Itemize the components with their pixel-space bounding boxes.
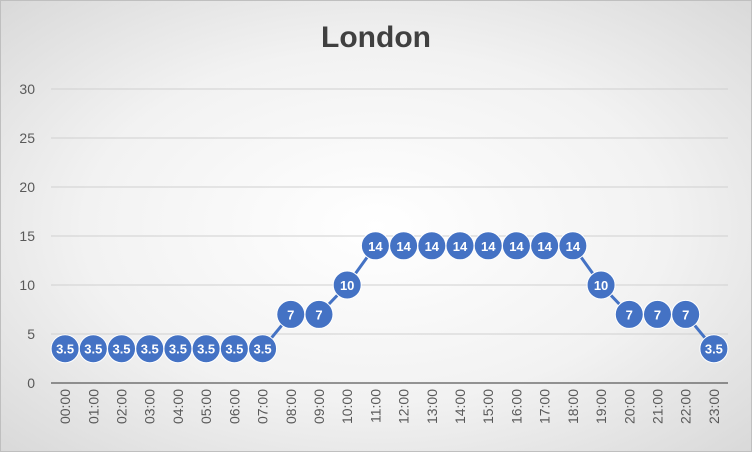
x-tick-label: 15:00 xyxy=(480,389,496,424)
x-tick-label: 22:00 xyxy=(678,389,694,424)
data-label: 14 xyxy=(537,239,552,254)
data-point xyxy=(586,270,616,300)
x-tick-label: 08:00 xyxy=(283,389,299,424)
data-label: 14 xyxy=(481,239,496,254)
x-tick-label: 14:00 xyxy=(452,389,468,424)
data-label: 14 xyxy=(425,239,440,254)
x-tick-label: 07:00 xyxy=(255,389,271,424)
data-label: 7 xyxy=(315,307,322,322)
data-label: 14 xyxy=(509,239,524,254)
x-tick-label: 06:00 xyxy=(226,389,242,424)
data-label: 7 xyxy=(682,307,689,322)
data-point xyxy=(671,299,701,329)
data-label: 10 xyxy=(594,278,608,293)
x-tick-label: 18:00 xyxy=(565,389,581,424)
data-label: 3.5 xyxy=(705,342,723,357)
data-label: 7 xyxy=(654,307,661,322)
y-tick-label: 20 xyxy=(19,179,35,195)
data-label: 3.5 xyxy=(169,342,187,357)
x-tick-label: 09:00 xyxy=(311,389,327,424)
data-label: 3.5 xyxy=(84,342,102,357)
x-tick-label: 12:00 xyxy=(396,389,412,424)
data-label: 3.5 xyxy=(56,342,74,357)
y-tick-label: 30 xyxy=(19,81,35,97)
data-label: 3.5 xyxy=(112,342,130,357)
x-tick-label: 01:00 xyxy=(85,389,101,424)
x-tick-label: 23:00 xyxy=(706,389,722,424)
y-tick-label: 15 xyxy=(19,228,35,244)
data-point xyxy=(304,299,334,329)
data-label: 3.5 xyxy=(197,342,215,357)
x-tick-label: 02:00 xyxy=(114,389,130,424)
x-tick-label: 16:00 xyxy=(508,389,524,424)
data-point xyxy=(699,334,729,364)
series-line xyxy=(65,244,716,351)
x-tick-label: 05:00 xyxy=(198,389,214,424)
x-tick-label: 21:00 xyxy=(649,389,665,424)
x-tick-label: 17:00 xyxy=(537,389,553,424)
y-tick-label: 0 xyxy=(27,375,35,391)
x-tick-label: 19:00 xyxy=(593,389,609,424)
data-point xyxy=(248,334,278,364)
data-label: 7 xyxy=(287,307,294,322)
x-tick-label: 00:00 xyxy=(57,389,73,424)
data-label: 10 xyxy=(340,278,354,293)
data-label: 14 xyxy=(566,239,581,254)
data-point xyxy=(332,270,362,300)
data-label: 3.5 xyxy=(225,342,243,357)
data-label: 14 xyxy=(396,239,411,254)
x-tick-label: 13:00 xyxy=(424,389,440,424)
data-label: 14 xyxy=(453,239,468,254)
y-tick-label: 5 xyxy=(27,326,35,342)
data-label: 3.5 xyxy=(254,342,272,357)
data-label: 7 xyxy=(626,307,633,322)
x-tick-label: 03:00 xyxy=(142,389,158,424)
x-tick-label: 20:00 xyxy=(621,389,637,424)
x-tick-label: 11:00 xyxy=(367,389,383,423)
data-label: 3.5 xyxy=(141,342,159,357)
x-tick-label: 10:00 xyxy=(339,389,355,424)
x-tick-label: 04:00 xyxy=(170,389,186,424)
y-tick-label: 25 xyxy=(19,130,35,146)
y-tick-label: 10 xyxy=(19,277,35,293)
data-label: 14 xyxy=(368,239,383,254)
chart-title: London xyxy=(321,21,431,54)
data-point xyxy=(558,231,588,261)
